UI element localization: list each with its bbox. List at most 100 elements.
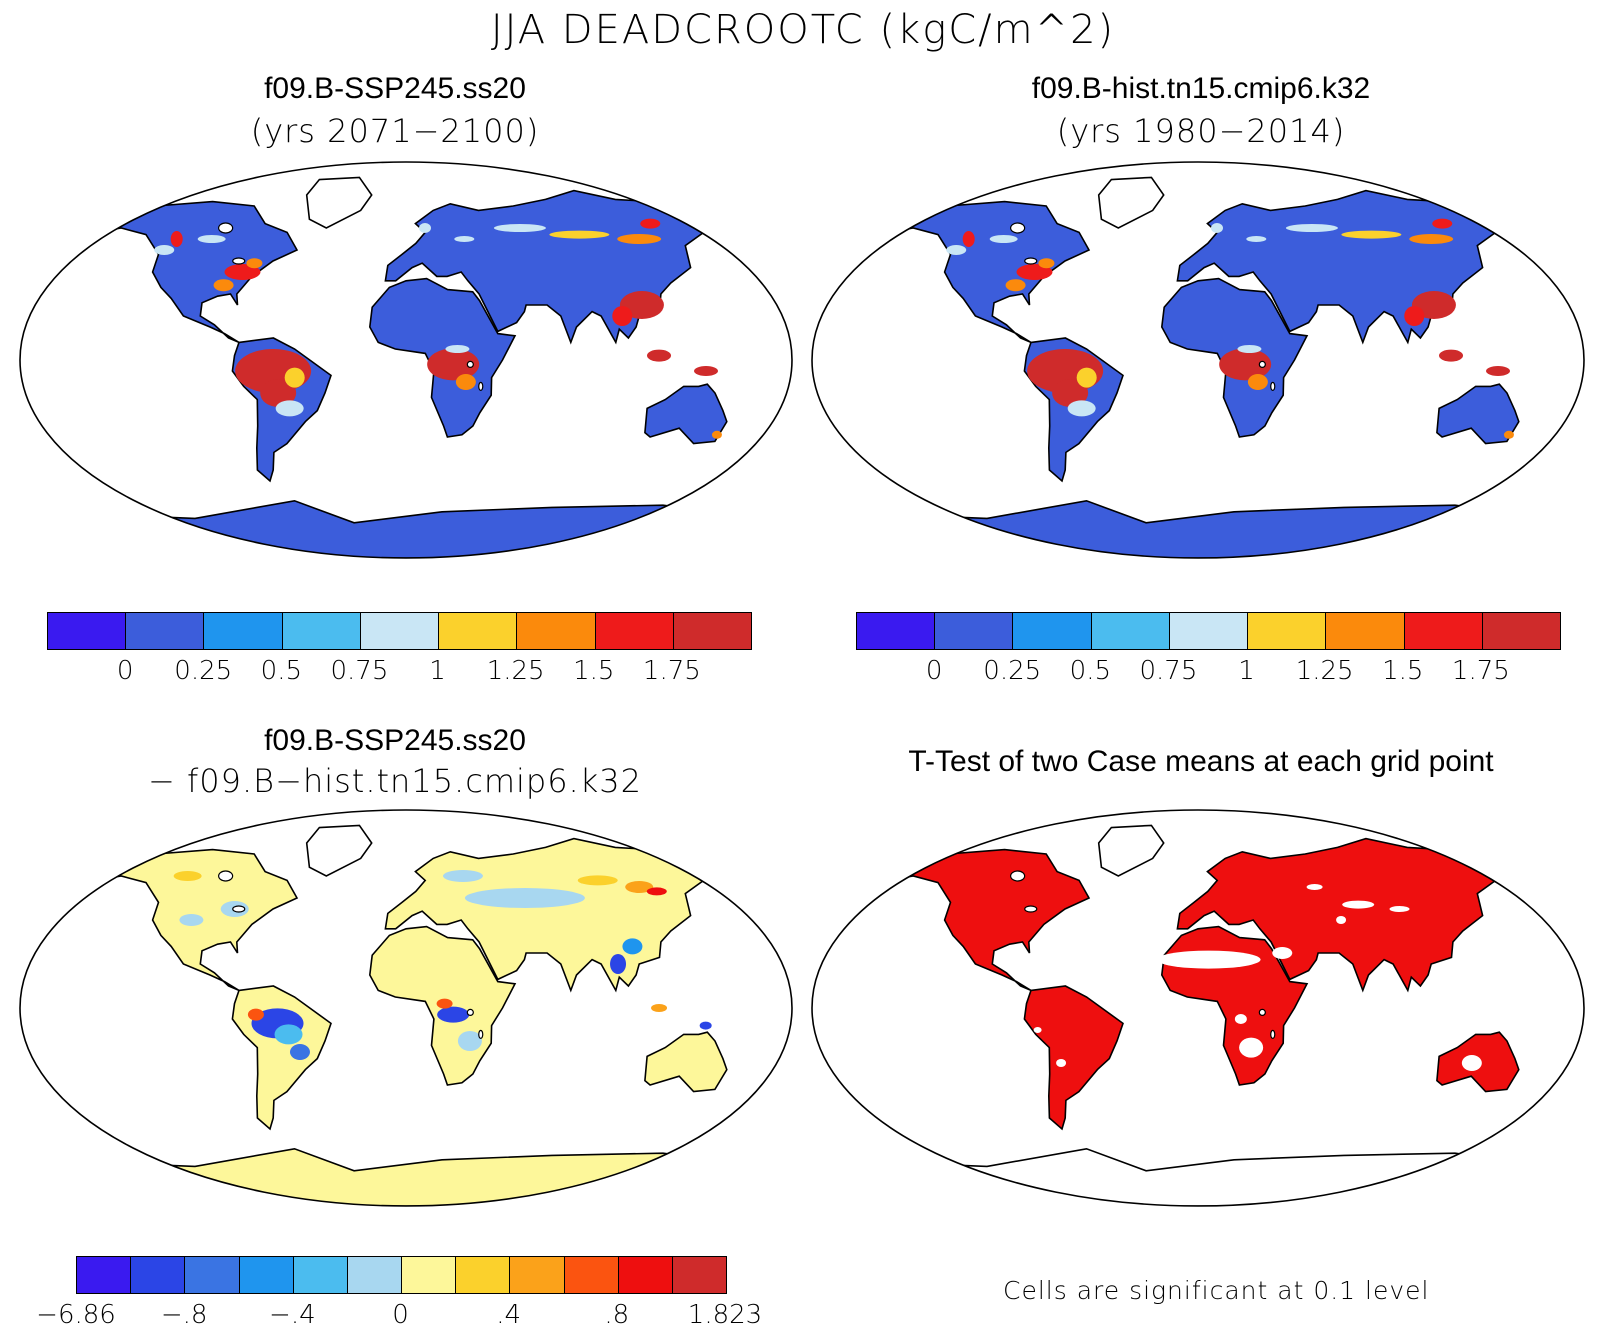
colorbar-future-tick-label: 0 [116, 656, 134, 686]
difference-data-region [622, 938, 643, 955]
colorbar-difference-swatch-8 [510, 1257, 565, 1293]
difference-data-region [289, 1044, 310, 1060]
colorbar-difference-swatch-1 [131, 1257, 186, 1293]
future-lake [232, 257, 246, 265]
historical-lake [1258, 360, 1266, 368]
difference-lake [218, 870, 234, 882]
future-lake [478, 381, 484, 391]
historical-data-region [1503, 430, 1514, 439]
difference-data-region [407, 947, 448, 959]
historical-landmass-antarctica [876, 499, 1523, 558]
future-data-region [493, 224, 546, 232]
colorbar-difference-tick-label: 1.823 [687, 1300, 763, 1330]
ttest-landmass-greenland [1097, 824, 1165, 877]
historical-data-region [989, 235, 1018, 243]
future-data-region [418, 223, 431, 233]
colorbar-difference-swatch-4 [293, 1257, 348, 1293]
ttest-data-region [1056, 1059, 1067, 1067]
colorbar-historical-tick-label: 0 [925, 656, 943, 686]
future-data-region [154, 245, 175, 255]
colorbar-difference-swatch-9 [564, 1257, 619, 1293]
ttest-lake [1258, 1008, 1266, 1016]
future-data-region [549, 230, 610, 239]
future-data-region [455, 374, 476, 390]
ttest-data-region [1306, 884, 1323, 890]
ttest-data-region [1033, 1027, 1042, 1033]
panel-br-title: T-Test of two Case means at each grid po… [908, 745, 1494, 778]
colorbar-future-swatch-1 [126, 613, 205, 649]
colorbar-historical-swatch-1 [935, 613, 1014, 649]
historical-data-region [1016, 264, 1053, 280]
ttest-data-region [1234, 1014, 1247, 1024]
future-data-region [640, 218, 661, 229]
ttest-map-border [811, 809, 1585, 1207]
colorbar-historical-tick-label: 0.25 [983, 656, 1042, 686]
historical-data-region [962, 231, 975, 247]
future-landmass-antarctica [84, 499, 731, 558]
colorbar-difference-tick-label: .8 [604, 1300, 630, 1330]
difference-lake [478, 1029, 484, 1039]
future-data-region [427, 348, 480, 381]
historical-data-region [1219, 348, 1272, 381]
ttest-lake [1270, 1029, 1276, 1039]
future-data-region [711, 430, 722, 439]
historical-data-region [1210, 223, 1223, 233]
colorbar-future-tick-label: 0.25 [174, 656, 233, 686]
colorbar-historical-swatch-3 [1091, 613, 1170, 649]
difference-lake [466, 1008, 474, 1016]
colorbar-future-swatch-3 [282, 613, 361, 649]
future-data-region [224, 264, 261, 280]
colorbar-future-tick-label: 1.5 [573, 656, 615, 686]
colorbar-historical-swatch-8 [1482, 613, 1560, 649]
colorbar-difference-swatch-10 [618, 1257, 673, 1293]
historical-data-region [946, 245, 967, 255]
future-data-region [617, 234, 662, 244]
difference-data-region [670, 1051, 711, 1075]
future-data-region [246, 258, 263, 269]
difference-data-region [646, 887, 667, 896]
difference-landmass-antarctica [84, 1147, 731, 1206]
historical-data-region [1432, 218, 1453, 229]
difference-data-region [436, 998, 453, 1009]
historical-lake [1270, 381, 1276, 391]
ttest-lake [1010, 870, 1026, 882]
colorbar-historical-tick-label: 0.75 [1139, 656, 1198, 686]
future-lake [218, 222, 234, 234]
colorbar-difference [76, 1256, 727, 1294]
future-landmass-namerica [94, 200, 299, 344]
colorbar-historical-swatch-5 [1248, 613, 1327, 649]
ttest-data-region [1239, 1037, 1264, 1058]
difference-data-region [651, 1004, 668, 1012]
colorbar-future-tick-label: 1.25 [486, 656, 545, 686]
difference-landmass-samerica [231, 985, 332, 1131]
historical-data-region [1486, 366, 1511, 376]
historical-lake [1024, 257, 1038, 265]
figure-title: JJA DEADCROOTC (kgC/m^2) [490, 7, 1116, 53]
colorbar-future-swatch-2 [204, 613, 283, 649]
colorbar-difference-tick-label: −.4 [269, 1300, 316, 1330]
difference-data-region [625, 881, 654, 893]
historical-data-region [1285, 224, 1338, 232]
historical-data-region [1409, 234, 1454, 244]
future-data-region [170, 231, 183, 247]
difference-data-region [464, 888, 585, 908]
ttest-landmass-antarctica [876, 1147, 1523, 1206]
difference-data-region [179, 914, 204, 926]
future-data-region [647, 349, 672, 362]
difference-data-region [437, 1006, 470, 1023]
colorbar-historical-swatch-7 [1404, 613, 1483, 649]
map-panel-difference [19, 809, 793, 1207]
difference-lake [232, 905, 246, 913]
colorbar-difference-swatch-6 [402, 1257, 457, 1293]
colorbar-future-swatch-0 [48, 613, 127, 649]
future-data-region [197, 235, 226, 243]
colorbar-future-tick-label: 0.75 [330, 656, 389, 686]
future-landmass-greenland [305, 176, 373, 229]
colorbar-difference-tick-label: −.8 [160, 1300, 208, 1330]
future-map-border [19, 161, 793, 559]
colorbar-historical [856, 612, 1561, 650]
panel-tr-subtitle: (yrs 1980−2014) [1056, 112, 1346, 150]
difference-data-region [610, 954, 627, 974]
ttest-landmass-namerica [886, 848, 1091, 992]
historical-data-region [1076, 367, 1097, 388]
